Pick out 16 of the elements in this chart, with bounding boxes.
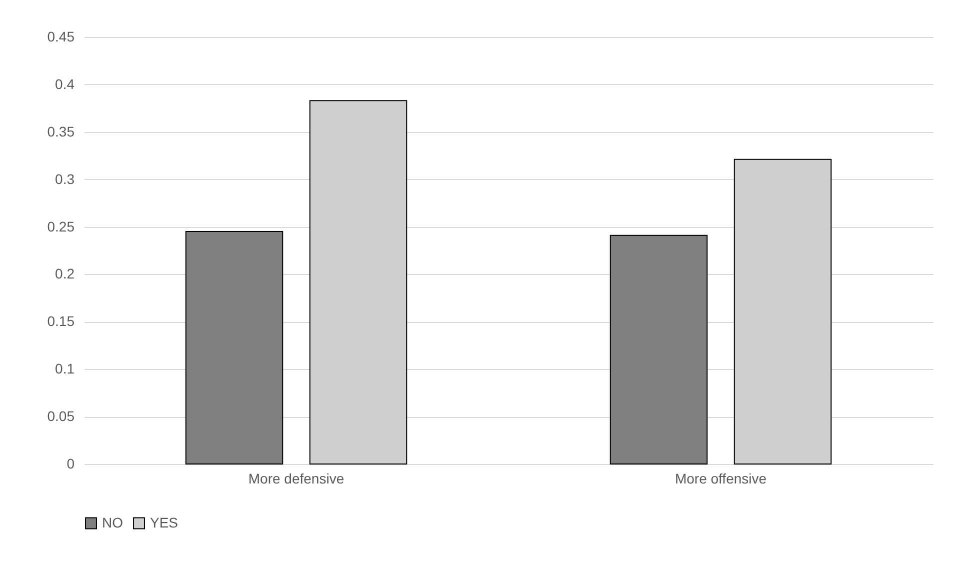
bar — [185, 231, 284, 464]
y-tick-label: 0.45 — [47, 28, 75, 44]
legend-label: NO — [102, 514, 124, 530]
y-tick-label: 0 — [66, 456, 75, 472]
y-tick-label: 0.35 — [47, 123, 75, 140]
y-tick-label: 0.25 — [47, 218, 75, 234]
y-tick-label: 0.1 — [55, 360, 75, 377]
y-tick-label: 0.4 — [55, 76, 75, 92]
y-tick-label: 0.2 — [55, 266, 75, 282]
x-tick-label: More offensive — [674, 470, 767, 486]
x-tick-label: More defensive — [248, 470, 344, 486]
y-tick-label: 0.3 — [55, 170, 75, 187]
y-tick-label: 0.15 — [47, 313, 75, 330]
bar — [610, 234, 708, 464]
y-tick-label: 0.05 — [47, 408, 75, 424]
legend-label: YES — [150, 514, 178, 530]
